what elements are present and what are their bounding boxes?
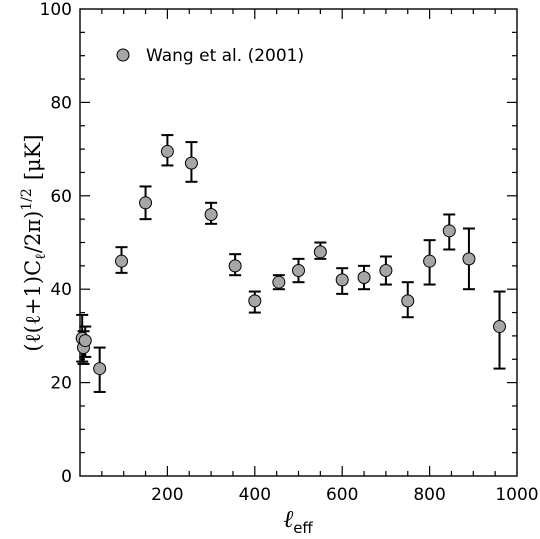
data-point — [292, 264, 305, 278]
data-point — [228, 259, 242, 273]
y-axis-label-unit: [μK] — [21, 134, 45, 180]
data-point — [93, 362, 107, 376]
x-tick-label: 400 — [239, 485, 271, 505]
y-tick-label: 0 — [61, 467, 72, 487]
y-tick-label: 100 — [40, 0, 72, 20]
y-tick-label: 20 — [50, 374, 72, 394]
y-axis-label-sup: 1/2 — [19, 188, 35, 211]
x-axis-label: ℓeff — [283, 505, 313, 537]
y-axis-label-rest: /2π) — [21, 211, 45, 253]
legend-marker — [116, 48, 130, 62]
x-tick-label: 600 — [326, 485, 358, 505]
axis-ticks — [80, 9, 517, 476]
x-tick-label: 200 — [151, 485, 183, 505]
data-point — [423, 254, 437, 268]
y-axis-label-sub: ℓ — [33, 253, 49, 260]
data-point — [204, 207, 218, 221]
legend-label: Wang et al. (2001) — [146, 46, 304, 66]
x-tick-label: 800 — [413, 485, 445, 505]
data-point — [335, 273, 349, 287]
y-axis-label: (ℓ(ℓ+1)Cℓ/2π)1/2 [μK] — [19, 134, 49, 351]
data-point — [357, 271, 371, 285]
data-point — [462, 252, 476, 266]
data-point — [401, 294, 415, 308]
tick-labels: 200 400 600 800 1000 0 20 40 60 80 100 — [40, 0, 539, 505]
x-axis-label-main: ℓ — [283, 505, 293, 533]
data-point — [139, 196, 153, 210]
data-point — [184, 156, 198, 170]
data-point — [379, 264, 393, 278]
data-point — [313, 245, 327, 259]
y-axis-label-main: (ℓ(ℓ+1)C — [21, 260, 45, 352]
data-series — [75, 134, 507, 393]
data-point — [272, 275, 286, 289]
data-point — [160, 144, 174, 158]
x-axis-label-sub: eff — [293, 519, 313, 537]
y-tick-label: 40 — [50, 280, 72, 300]
legend: Wang et al. (2001) — [116, 46, 304, 66]
data-point — [493, 320, 507, 334]
data-point — [248, 294, 262, 308]
data-point — [115, 254, 129, 268]
y-tick-label: 80 — [50, 93, 72, 113]
data-point — [442, 224, 456, 238]
y-tick-label: 60 — [50, 187, 72, 207]
plot-frame — [79, 8, 518, 477]
data-point — [78, 334, 92, 348]
x-tick-label: 1000 — [495, 485, 538, 505]
